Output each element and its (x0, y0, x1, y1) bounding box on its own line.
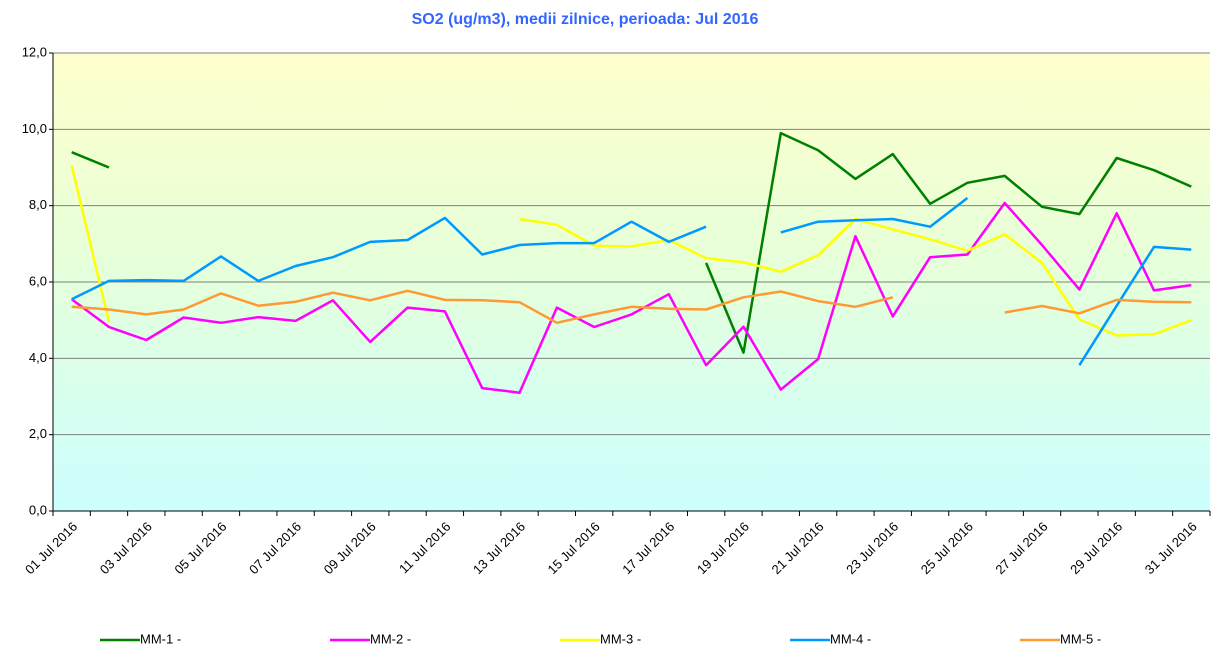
x-tick-label: 31 Jul 2016 (1142, 519, 1200, 577)
legend-label: MM-2 - (370, 631, 411, 646)
line-series (704, 131, 1192, 354)
x-tick-label: 23 Jul 2016 (843, 519, 901, 577)
y-tick-label: 8,0 (29, 197, 47, 212)
line-series (71, 289, 894, 325)
line-series (780, 197, 969, 234)
x-tick-label: 25 Jul 2016 (918, 519, 976, 577)
x-tick-label: 19 Jul 2016 (694, 519, 752, 577)
x-tick-label: 27 Jul 2016 (992, 519, 1050, 577)
x-tick-label: 07 Jul 2016 (246, 519, 304, 577)
x-tick-label: 29 Jul 2016 (1067, 519, 1125, 577)
line-series (1078, 245, 1192, 366)
x-tick-label: 11 Jul 2016 (396, 519, 453, 576)
y-tick-label: 0,0 (29, 502, 47, 517)
x-tick-label: 21 Jul 2016 (769, 519, 827, 577)
y-tick-label: 2,0 (29, 426, 47, 441)
legend-label: MM-4 - (830, 631, 871, 646)
x-tick-label: 17 Jul 2016 (619, 519, 677, 577)
line-series (1004, 298, 1192, 315)
x-tick-label: 13 Jul 2016 (470, 519, 528, 577)
x-tick-label: 09 Jul 2016 (321, 519, 379, 577)
y-tick-label: 10,0 (22, 121, 47, 136)
line-series (70, 201, 1192, 394)
legend-label: MM-3 - (600, 631, 641, 646)
x-tick-label: 05 Jul 2016 (171, 519, 229, 577)
y-tick-label: 4,0 (29, 350, 47, 365)
legend-label: MM-5 - (1060, 631, 1101, 646)
y-tick-label: 12,0 (22, 44, 47, 59)
legend-label: MM-1 - (140, 631, 181, 646)
x-tick-label: 15 Jul 2016 (545, 519, 603, 577)
line-series (70, 165, 111, 323)
line-series (71, 151, 110, 169)
chart-title: SO2 (ug/m3), medii zilnice, perioada: Ju… (412, 11, 759, 28)
x-tick-label: 03 Jul 2016 (97, 519, 155, 577)
line-series (71, 216, 707, 301)
y-tick-label: 6,0 (29, 273, 47, 288)
x-tick-label: 01 Jul 2016 (22, 519, 80, 577)
